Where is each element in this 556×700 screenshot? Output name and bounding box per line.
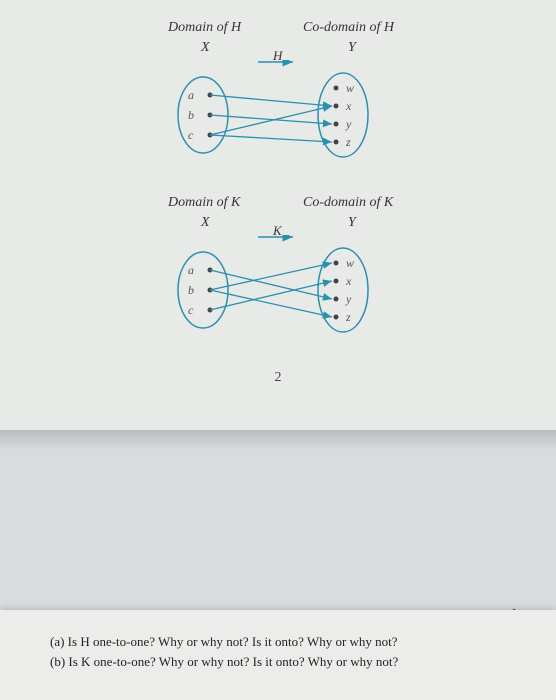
codomain-k-set: Y	[348, 215, 356, 231]
domain-h-title: Domain of H	[168, 20, 241, 36]
diagram-h-svg	[128, 60, 428, 170]
diagram-page: Domain of H Co-domain of H X Y H	[0, 0, 556, 430]
h-codomain-y: y	[346, 117, 351, 132]
diagram-k-svg	[128, 235, 428, 345]
k-codomain-y: y	[346, 292, 351, 307]
question-a: (a) Is H one-to-one? Why or why not? Is …	[50, 634, 516, 650]
k-domain-c: c	[188, 303, 193, 318]
diagram-h: Domain of H Co-domain of H X Y H	[128, 20, 428, 170]
domain-k-title: Domain of K	[168, 195, 240, 211]
domain-h-set: X	[201, 40, 210, 56]
k-domain-b: b	[188, 283, 194, 298]
h-domain-c: c	[188, 128, 193, 143]
k-codomain-x: x	[346, 274, 351, 289]
h-codomain-x: x	[346, 99, 351, 114]
question-b: (b) Is K one-to-one? Why or why not? Is …	[50, 654, 516, 670]
k-domain-a: a	[188, 263, 194, 278]
diagram-k: Domain of K Co-domain of K X Y K	[128, 195, 428, 345]
question-page: (a) Is H one-to-one? Why or why not? Is …	[0, 610, 556, 700]
codomain-h-set: Y	[348, 40, 356, 56]
k-codomain-z: z	[346, 310, 351, 325]
h-codomain-w: w	[346, 81, 354, 96]
h-codomain-z: z	[346, 135, 351, 150]
codomain-h-title: Co-domain of H	[303, 20, 394, 36]
h-domain-b: b	[188, 108, 194, 123]
h-domain-a: a	[188, 88, 194, 103]
page-gap	[0, 430, 556, 450]
codomain-k-title: Co-domain of K	[303, 195, 393, 211]
k-codomain-w: w	[346, 256, 354, 271]
page-number: 2	[0, 370, 556, 386]
domain-k-set: X	[201, 215, 210, 231]
